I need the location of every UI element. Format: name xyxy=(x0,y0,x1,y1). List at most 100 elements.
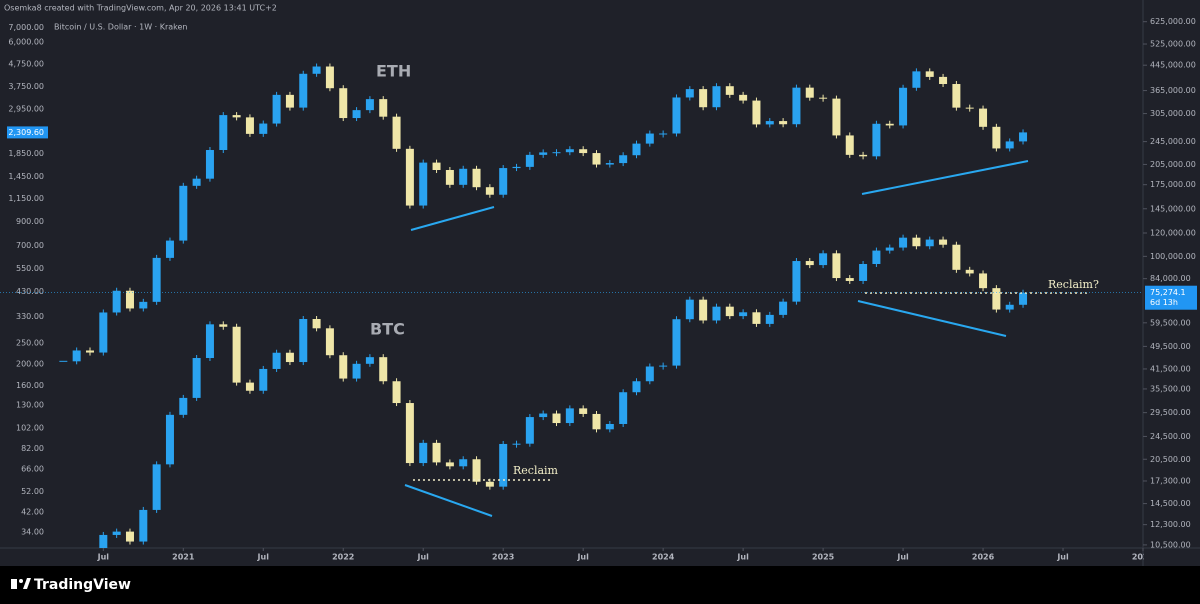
countdown: 6d 13h xyxy=(1150,298,1178,307)
candle xyxy=(965,107,974,109)
candle xyxy=(259,368,268,391)
candle xyxy=(765,121,774,125)
series-label: ETH xyxy=(376,62,411,81)
trend-line xyxy=(861,160,1029,195)
candle xyxy=(339,88,348,119)
candle xyxy=(392,116,401,149)
candle xyxy=(512,166,521,169)
annotation: Reclaim xyxy=(513,464,559,477)
candle xyxy=(859,154,868,157)
y-tick-label: 66.00 xyxy=(21,465,44,474)
candle xyxy=(699,299,708,321)
candle xyxy=(459,168,468,185)
y-tick-label: 2,950.00 xyxy=(8,105,44,114)
axis-cover xyxy=(1144,549,1200,565)
candle xyxy=(592,413,601,430)
candle xyxy=(179,397,188,415)
y2-tick-label: 17,300.00 xyxy=(1150,476,1191,485)
candle xyxy=(312,319,321,329)
candle xyxy=(685,299,694,320)
candle xyxy=(885,123,894,126)
candle xyxy=(912,71,921,88)
plot-area xyxy=(59,63,1028,548)
candle xyxy=(192,358,201,398)
candle xyxy=(339,355,348,379)
candle xyxy=(99,534,108,548)
candle xyxy=(739,94,748,101)
y-tick-label: 430.00 xyxy=(16,287,44,296)
y2-tick-label: 12,300.00 xyxy=(1150,520,1191,529)
candle xyxy=(672,319,681,366)
candle xyxy=(59,360,68,362)
candle xyxy=(325,328,334,356)
candle xyxy=(112,531,121,535)
y2-tick-label: 84,000.00 xyxy=(1150,274,1191,283)
candle xyxy=(192,178,201,186)
y2-tick-label: 245,000.00 xyxy=(1150,137,1196,146)
x-tick-label: 2025 xyxy=(812,553,835,562)
candle xyxy=(139,509,148,542)
candle xyxy=(859,263,868,281)
candle xyxy=(472,459,481,482)
candle xyxy=(845,135,854,155)
candle xyxy=(165,240,174,258)
candle xyxy=(1019,132,1028,142)
candle xyxy=(632,381,641,393)
x-tick-label: 2024 xyxy=(652,553,675,562)
candle xyxy=(805,87,814,98)
candle xyxy=(632,143,641,156)
candle xyxy=(885,247,894,251)
y2-tick-label: 365,000.00 xyxy=(1150,86,1196,95)
candle xyxy=(352,110,361,119)
y-tick-label: 200.00 xyxy=(16,360,44,369)
candle xyxy=(379,99,388,117)
chart-title: Bitcoin / U.S. Dollar · 1W · Kraken xyxy=(54,23,188,32)
trend-line xyxy=(410,206,495,231)
y-tick-label: 330.00 xyxy=(16,312,44,321)
candle xyxy=(832,98,841,136)
y-tick-label: 102.00 xyxy=(16,423,44,432)
candle xyxy=(952,244,961,270)
trend-line xyxy=(857,300,1007,337)
candle xyxy=(872,250,881,264)
candle xyxy=(152,464,161,510)
footer xyxy=(0,566,1200,604)
y2-tick-label: 145,000.00 xyxy=(1150,204,1196,213)
candle xyxy=(539,152,548,155)
candle xyxy=(645,366,654,382)
candle xyxy=(899,237,908,248)
candle xyxy=(992,126,1001,149)
candle xyxy=(805,261,814,266)
candle xyxy=(659,133,668,135)
logo-part xyxy=(23,578,31,589)
candle xyxy=(405,148,414,206)
candle xyxy=(579,408,588,414)
candle xyxy=(485,481,494,487)
candle xyxy=(165,414,174,465)
candle xyxy=(232,326,241,383)
candle xyxy=(565,149,574,153)
candle xyxy=(285,352,294,363)
candle xyxy=(112,290,121,313)
candle xyxy=(979,108,988,127)
candle xyxy=(725,306,734,317)
candle xyxy=(565,408,574,424)
y2-tick-label: 445,000.00 xyxy=(1150,61,1196,70)
candle xyxy=(912,237,921,247)
y-tick-label: 3,750.00 xyxy=(8,82,44,91)
candle xyxy=(752,100,761,125)
candle xyxy=(125,290,134,309)
candle xyxy=(552,413,561,424)
candle xyxy=(832,253,841,279)
candle xyxy=(539,413,548,418)
y-tick-label: 4,750.00 xyxy=(8,60,44,69)
caption: Osemka8 created with TradingView.com, Ap… xyxy=(4,4,277,13)
y2-tick-label: 14,500.00 xyxy=(1150,499,1191,508)
candle xyxy=(965,269,974,274)
candle xyxy=(472,168,481,188)
candle xyxy=(445,169,454,185)
candle xyxy=(792,261,801,302)
y2-tick-label: 525,000.00 xyxy=(1150,40,1196,49)
candle xyxy=(445,462,454,467)
y2-tick-label: 175,000.00 xyxy=(1150,180,1196,189)
